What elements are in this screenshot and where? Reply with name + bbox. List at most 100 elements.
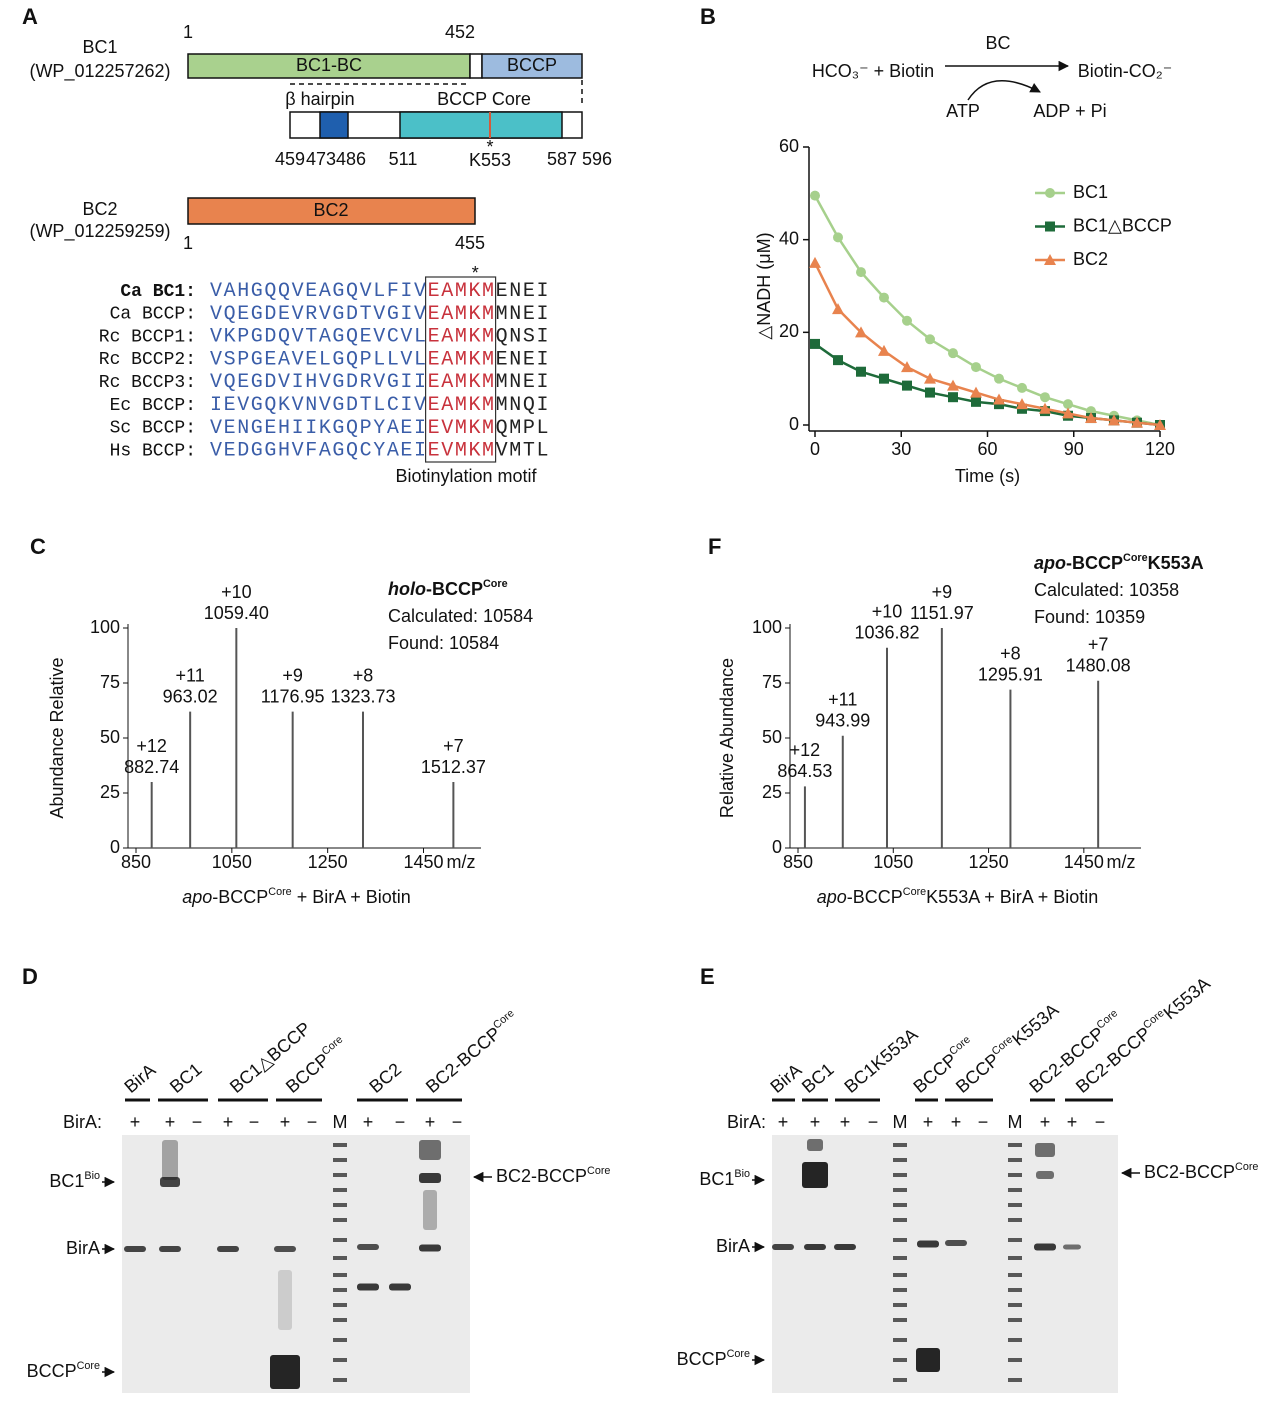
band-label: BC1Bio: [49, 1170, 100, 1191]
lane-sign: +: [130, 1112, 141, 1132]
seq-pre: VEDGGHVFAGQCYAEI: [210, 440, 428, 463]
group-label-part: BC2-BCCP: [422, 1023, 505, 1097]
peak-label: 963.02: [163, 686, 218, 706]
ladder-band: [893, 1158, 907, 1162]
site-star: *: [486, 137, 493, 157]
seq-pre: IEVGQKVNVGDTLCIV: [210, 394, 428, 417]
seq-motif: EAMKM: [428, 326, 496, 349]
marker: [948, 392, 958, 403]
annotation-line: Calculated: 10584: [388, 606, 533, 626]
group-label: BC1: [798, 1059, 838, 1097]
position: 587: [547, 149, 577, 169]
x-axis-title-part: K553A + BirA + Biotin: [926, 887, 1098, 907]
ladder-band: [893, 1288, 907, 1292]
seq-post: MNEI: [496, 303, 550, 326]
annotation-line: Calculated: 10358: [1034, 580, 1179, 600]
domain-label: BC1-BC: [296, 55, 362, 75]
y-tick-label: 25: [762, 782, 782, 802]
ladder-band: [1008, 1256, 1022, 1260]
seq-post: QMPL: [496, 417, 550, 440]
x-axis-title-italic: apo: [182, 887, 212, 907]
marker: [833, 355, 843, 366]
accession: (WP_012257262): [29, 61, 170, 82]
annotation-title: holo-BCCPCore: [388, 578, 508, 599]
ladder-band: [893, 1143, 907, 1147]
ladder-band: [1008, 1203, 1022, 1207]
x-tick-label: 30: [891, 439, 911, 459]
peak-label: 1323.73: [330, 686, 395, 706]
group-label: BC1: [166, 1059, 206, 1097]
band: [357, 1283, 379, 1291]
ladder-band: [333, 1256, 347, 1260]
group-label: BirA: [766, 1060, 805, 1097]
x-tick-label: 0: [810, 439, 820, 459]
panel-label: E: [700, 964, 715, 989]
x-tick-label: 120: [1145, 439, 1175, 459]
marker: [1062, 407, 1074, 419]
site-star: *: [472, 263, 479, 283]
ladder-band: [893, 1303, 907, 1307]
ladder-band: [893, 1188, 907, 1192]
ladder-band: [333, 1273, 347, 1277]
position: 455: [455, 233, 485, 253]
lane-sign: −: [452, 1112, 463, 1132]
lane-sign: +: [223, 1112, 234, 1132]
lane-sign: −: [978, 1112, 989, 1132]
position: 1: [183, 233, 193, 253]
ladder-band: [333, 1318, 347, 1322]
charge-label: +7: [1088, 635, 1109, 655]
lane-sign: +: [363, 1112, 374, 1132]
band-label: BirA: [66, 1238, 100, 1258]
x-tick-label: 60: [977, 439, 997, 459]
protein-name: BC1: [82, 37, 117, 57]
ladder-band: [333, 1378, 347, 1382]
marker: [1045, 221, 1055, 232]
lane-sign: −: [1095, 1112, 1106, 1132]
species: Sc BCCP:: [110, 419, 196, 439]
marker: [832, 303, 844, 315]
marker: [879, 373, 889, 384]
seq-motif: EAMKM: [428, 280, 496, 303]
annotation-line: Found: 10359: [1034, 607, 1145, 627]
species: Rc BCCP1:: [99, 327, 196, 347]
x-tick-label: 1250: [969, 852, 1009, 872]
band: [807, 1139, 823, 1151]
band: [270, 1355, 300, 1389]
band: [1063, 1244, 1081, 1250]
y-tick-label: 60: [779, 136, 799, 156]
band: [160, 1177, 180, 1187]
species: Ca BC1:: [120, 282, 196, 302]
x-tick-label: 1450: [1064, 852, 1104, 872]
group-label: BirA: [120, 1060, 159, 1097]
marker: [1040, 392, 1050, 403]
group-label-part: Core: [491, 1007, 517, 1031]
sequence: VENGEHIIKGQPYAEIEVMKMQMPL: [210, 417, 550, 440]
band: [945, 1240, 967, 1246]
band-label-part: BC2-BCCP: [1144, 1162, 1235, 1182]
position: 452: [445, 22, 475, 42]
ladder-band: [893, 1203, 907, 1207]
seq-post: ENEI: [496, 349, 550, 372]
marker: [902, 315, 912, 326]
species: Hs BCCP:: [110, 441, 196, 461]
ladder-band: [1008, 1218, 1022, 1222]
marker: [1017, 382, 1027, 393]
ladder-band: [893, 1338, 907, 1342]
group-label-part: BC1: [798, 1059, 838, 1097]
panel-label: B: [700, 4, 716, 29]
x-tick-label: 850: [121, 852, 151, 872]
seq-motif: EVMKM: [428, 417, 496, 440]
position: 486: [336, 149, 366, 169]
cofactor-arrow: [967, 80, 1041, 101]
charge-label: +9: [932, 582, 953, 602]
sequence: VEDGGHVFAGQCYAEIEVMKMVMTL: [210, 440, 550, 463]
marker: [948, 348, 958, 359]
marker: [901, 361, 913, 373]
charge-label: +9: [282, 665, 303, 685]
band-label-part: BC2-BCCP: [496, 1166, 587, 1186]
ladder-band: [333, 1158, 347, 1162]
lane-sign: −: [868, 1112, 879, 1132]
species: Rc BCCP3:: [99, 373, 196, 393]
charge-label: +10: [221, 582, 252, 602]
marker: [970, 386, 982, 398]
